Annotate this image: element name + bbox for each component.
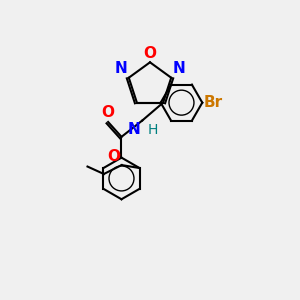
Text: N: N — [115, 61, 127, 76]
Text: O: O — [102, 106, 115, 121]
Text: H: H — [148, 123, 158, 137]
Text: N: N — [173, 61, 185, 76]
Text: N: N — [128, 122, 141, 137]
Text: Br: Br — [204, 95, 223, 110]
Text: O: O — [107, 148, 120, 164]
Text: O: O — [143, 46, 157, 61]
